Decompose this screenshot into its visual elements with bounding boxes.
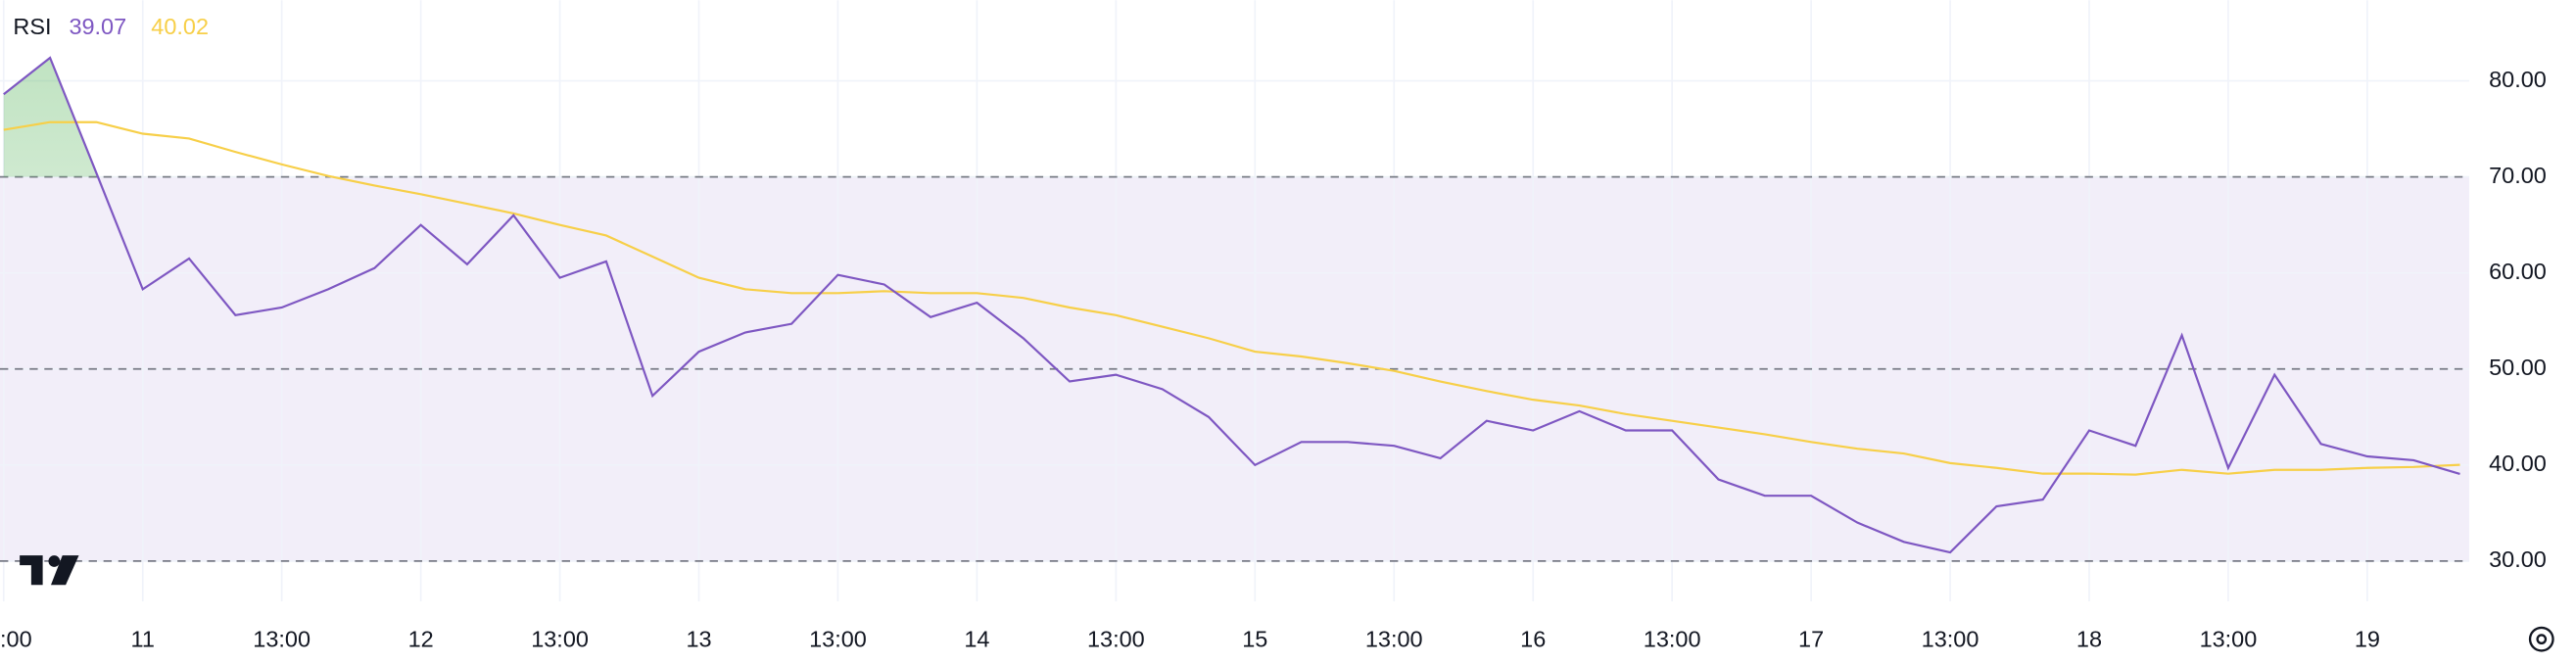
- y-tick-label: 40.00: [2489, 451, 2547, 476]
- logo: [20, 555, 79, 586]
- x-tick-label: 13: [686, 627, 711, 652]
- x-tick-label: 13:00: [1087, 627, 1145, 652]
- legend: RSI 39.07 40.02: [13, 14, 209, 39]
- x-tick-label: 13:00: [1922, 627, 1980, 652]
- x-tick-label: 13:00: [2200, 627, 2258, 652]
- y-tick-label: 70.00: [2489, 163, 2547, 188]
- x-tick-label: 16: [1520, 627, 1546, 652]
- y-tick-label: 60.00: [2489, 259, 2547, 284]
- x-tick-label: 13:00: [1644, 627, 1701, 652]
- x-tick-label: 18: [2076, 627, 2102, 652]
- x-tick-label: 13:00: [253, 627, 310, 652]
- y-tick-label: 80.00: [2489, 67, 2547, 92]
- plot-area: [0, 0, 2469, 602]
- x-tick-label: 13:00: [1365, 627, 1423, 652]
- axes: 30.00 40.00 50.00 60.00 70.00 80.00 :00 11 13:00…: [0, 67, 2547, 652]
- x-tick-label: 17: [1798, 627, 1824, 652]
- series-line: [3, 56, 2460, 554]
- x-tick-label: 14: [964, 627, 989, 652]
- x-tick-label: 13:00: [531, 627, 589, 652]
- legend-value: 40.02: [151, 14, 209, 39]
- y-tick-label: 50.00: [2489, 355, 2547, 380]
- x-tick-label: 11: [131, 627, 155, 652]
- x-tick-label: 19: [2355, 627, 2380, 652]
- legend-value: 39.07: [69, 14, 126, 39]
- y-tick-label: 30.00: [2489, 546, 2547, 572]
- x-tick-label: 12: [408, 627, 434, 652]
- x-tick-label: 15: [1242, 627, 1267, 652]
- legend-title: RSI: [13, 14, 51, 39]
- settings-icon[interactable]: [2528, 626, 2554, 652]
- x-tick-label: 13:00: [809, 627, 867, 652]
- series-line: [3, 120, 2460, 476]
- x-tick-label: :00: [0, 627, 32, 652]
